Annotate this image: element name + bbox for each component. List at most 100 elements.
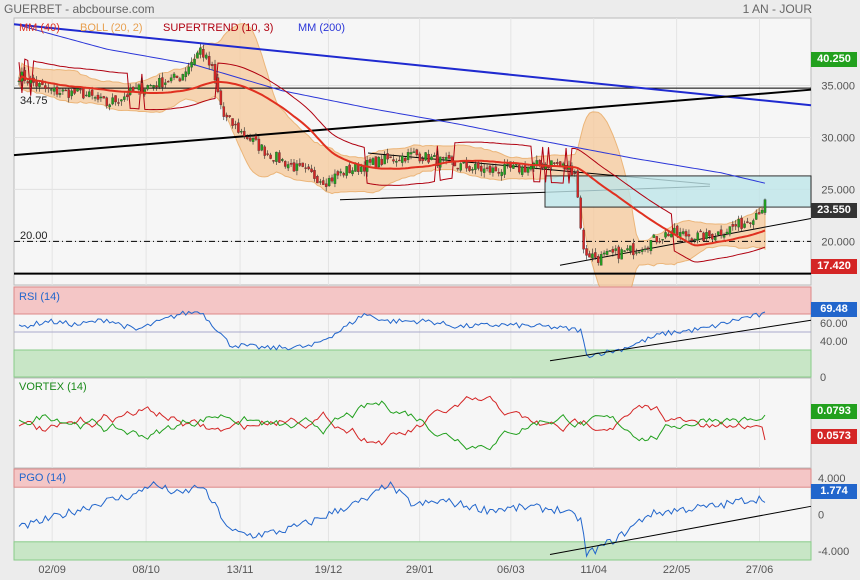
candle-body [535, 160, 539, 165]
candle-body [245, 136, 249, 139]
candle-body [497, 171, 501, 174]
candles [17, 43, 767, 266]
candle-body [181, 74, 185, 81]
candle-body [652, 234, 656, 238]
candle-body [96, 94, 100, 100]
candle-body [526, 167, 530, 173]
x-tick-label: 29/01 [406, 564, 434, 576]
bollinger-band [18, 23, 766, 308]
candle-body [395, 160, 398, 163]
candle-body [418, 153, 422, 162]
candle-body [681, 231, 685, 234]
candle-body [345, 166, 348, 176]
legend-rsi: RSI (14) [19, 291, 60, 303]
candle-body [456, 167, 460, 170]
tag-last-price: 23.550 [811, 203, 857, 218]
tag-last-high: 40.250 [811, 52, 857, 67]
candle-body [596, 256, 600, 263]
candle-body [161, 77, 164, 88]
candle-body [269, 154, 272, 159]
vortex-plus-line [18, 400, 766, 451]
candle-body [491, 167, 495, 173]
candle-body [436, 154, 439, 166]
candle-body [605, 251, 609, 255]
candle-body [374, 156, 378, 169]
candle-body [125, 94, 129, 98]
candle-body [608, 250, 612, 252]
candle-body [389, 156, 392, 158]
candle-body [743, 223, 746, 228]
candle-body [47, 87, 50, 89]
candle-body [479, 165, 483, 172]
candle-body [594, 252, 597, 258]
candle-body [658, 241, 661, 243]
candle-body [649, 240, 653, 252]
legend-vortex: VORTEX (14) [19, 381, 87, 393]
rsi-tick-label: 40.00 [820, 336, 848, 348]
mm40-line [18, 75, 766, 247]
candle-body [26, 81, 30, 84]
candle-body [199, 47, 202, 55]
candle-body [582, 229, 585, 250]
pgo-tick-label: 4.000 [818, 473, 846, 485]
candle-body [99, 96, 103, 99]
candle-body [620, 249, 623, 260]
chart-period: 1 AN - JOUR [742, 2, 812, 16]
tag-last-low: 17.420 [811, 259, 857, 274]
candle-body [746, 221, 749, 223]
candle-body [661, 239, 664, 241]
y-tick-label: 35.000 [821, 81, 855, 93]
panel-2 [13, 377, 812, 469]
candle-body [421, 158, 424, 162]
candle-body [149, 84, 152, 87]
tag-pgo: 1.774 [811, 484, 857, 499]
candle-body [73, 88, 76, 94]
candle-body [76, 88, 79, 92]
candle-body [120, 99, 123, 102]
tag-rsi: 69.48 [811, 302, 857, 317]
candle-body [400, 155, 404, 163]
candle-body [675, 225, 679, 236]
candle-body [38, 83, 41, 87]
x-tick-label: 06/03 [497, 564, 525, 576]
candle-body [222, 106, 226, 117]
candle-body [333, 173, 337, 184]
candle-body [164, 82, 167, 85]
candle-body [266, 153, 269, 155]
rsi-tick-label: 60.00 [820, 318, 848, 330]
candle-body [696, 232, 699, 241]
candle-body [295, 163, 299, 171]
x-tick-label: 02/09 [38, 564, 66, 576]
candle-body [664, 232, 667, 238]
vortex-minus-line [18, 395, 766, 446]
candle-body [637, 251, 641, 253]
candle-body [257, 138, 261, 151]
candle-body [231, 118, 234, 126]
legend-pgo: PGO (14) [19, 472, 67, 484]
candle-body [251, 137, 255, 142]
resistance-trendline [13, 23, 812, 107]
candle-body [354, 163, 357, 172]
supertrend-line [18, 58, 766, 263]
candle-body [629, 245, 632, 252]
candle-body [85, 94, 88, 97]
chart-source: GUERBET - abcbourse.com [4, 2, 155, 16]
candle-body [702, 232, 705, 242]
candle-body [339, 171, 343, 174]
candle-body [380, 158, 384, 165]
candle-body [79, 88, 82, 91]
candle-body [412, 151, 416, 153]
candle-body [468, 166, 471, 171]
candle-body [459, 163, 462, 171]
candle-body [254, 135, 258, 140]
candle-body [506, 163, 509, 166]
candle-body [403, 157, 407, 162]
candle-body [690, 238, 694, 241]
candle-body [570, 165, 574, 176]
mm200-line [18, 24, 766, 184]
candle-body [44, 85, 47, 89]
candle-body [708, 230, 711, 237]
candle-body [693, 238, 697, 241]
candle-body [283, 161, 287, 167]
